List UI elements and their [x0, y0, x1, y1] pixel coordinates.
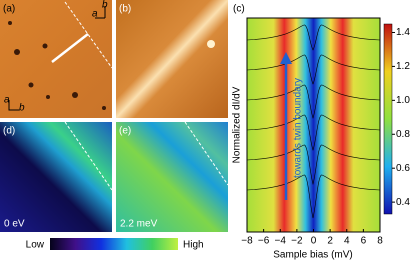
panel-label: (e) [119, 126, 131, 137]
colorbar-tick-label: 0.8 [396, 129, 410, 140]
energy-label: 2.2 meV [120, 219, 158, 230]
panel-label: (c) [233, 4, 245, 15]
line-cut [51, 33, 89, 63]
axis-label: a [4, 95, 10, 106]
conductance-map [0, 122, 112, 232]
annotation-arrow-head [280, 52, 292, 64]
colorbar-tick-label: 0.6 [396, 163, 410, 174]
panel-b: (b) [116, 0, 228, 118]
axis-label: b [102, 0, 108, 11]
panel-e: (e) 2.2 meV [116, 121, 229, 232]
colorbar-high: High [183, 240, 204, 251]
x-tick-label: −6 [258, 236, 270, 247]
x-tick-label: 0 [311, 236, 317, 247]
x-tick-label: 8 [377, 236, 383, 247]
twin-boundary [184, 121, 229, 186]
colorbar [383, 23, 393, 215]
twin-boundary [64, 121, 113, 191]
axes-arrows [8, 100, 19, 111]
defects [8, 21, 106, 110]
axis-label: a [92, 9, 98, 20]
axis-label: b [19, 103, 25, 114]
annotation: towards twin boundary [293, 78, 304, 178]
panel-label: (a) [3, 4, 15, 15]
x-tick-label: 4 [344, 236, 350, 247]
panel-d: (d) 0 eV [0, 121, 113, 232]
colorbar-tick-label: 1.4 [396, 27, 410, 38]
colorbar-tick-label: 1.2 [396, 61, 410, 72]
axes-arrows [95, 6, 106, 19]
x-tick-label: 2 [327, 236, 333, 247]
y-axis-label: Normalized dI/dV [232, 86, 243, 163]
colorbar-tick-label: 0.4 [396, 197, 410, 208]
twin-boundary [64, 1, 113, 69]
colorbar-tick-label: 1.0 [396, 95, 410, 106]
spectra-map [247, 18, 380, 232]
colorbar-low: Low [26, 240, 45, 251]
panel-c: towards twin boundary Normalized dI/dV S… [232, 4, 393, 261]
x-tick-label: −2 [291, 236, 303, 247]
topography-image [116, 0, 228, 118]
energy-label: 0 eV [4, 219, 25, 230]
x-tick-label: −8 [241, 236, 253, 247]
defect [207, 40, 215, 48]
panel-label: (d) [3, 126, 15, 137]
x-tick-label: −4 [275, 236, 287, 247]
panel-a: a b a b (a) [0, 0, 113, 118]
map-colorbar [50, 238, 178, 250]
x-axis-label: Sample bias (mV) [273, 250, 352, 261]
spectra-curves [246, 24, 381, 219]
conductance-map [116, 122, 228, 232]
x-tick-label: 6 [361, 236, 367, 247]
panel-label: (b) [119, 4, 131, 15]
